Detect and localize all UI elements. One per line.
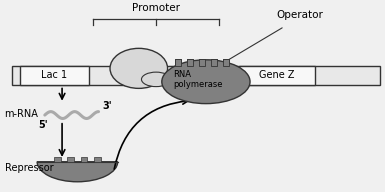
Bar	[211, 59, 217, 65]
Text: 5': 5'	[38, 120, 48, 130]
Text: 3': 3'	[102, 101, 112, 111]
Bar	[81, 157, 87, 162]
Bar	[199, 59, 205, 65]
Bar	[176, 59, 181, 65]
Bar	[20, 65, 89, 84]
Text: Lac 1: Lac 1	[41, 70, 67, 80]
Wedge shape	[37, 162, 118, 182]
Circle shape	[162, 60, 250, 104]
Text: Promoter: Promoter	[132, 3, 180, 13]
Bar	[223, 59, 229, 65]
Text: RNA
polymerase: RNA polymerase	[173, 70, 223, 89]
Text: Repressor: Repressor	[5, 163, 53, 173]
Bar	[176, 59, 181, 65]
Ellipse shape	[110, 48, 167, 88]
Bar	[239, 65, 315, 84]
Circle shape	[141, 72, 171, 87]
Bar	[54, 157, 60, 162]
Bar	[211, 59, 217, 65]
Text: m-RNA: m-RNA	[5, 109, 38, 119]
Bar	[94, 157, 101, 162]
Text: Gene Z: Gene Z	[259, 70, 295, 80]
Bar	[223, 59, 229, 65]
Bar	[199, 59, 205, 65]
Bar	[12, 65, 380, 84]
Text: Operator: Operator	[276, 10, 323, 20]
Bar	[187, 59, 193, 65]
Bar	[67, 157, 74, 162]
Bar	[187, 59, 193, 65]
